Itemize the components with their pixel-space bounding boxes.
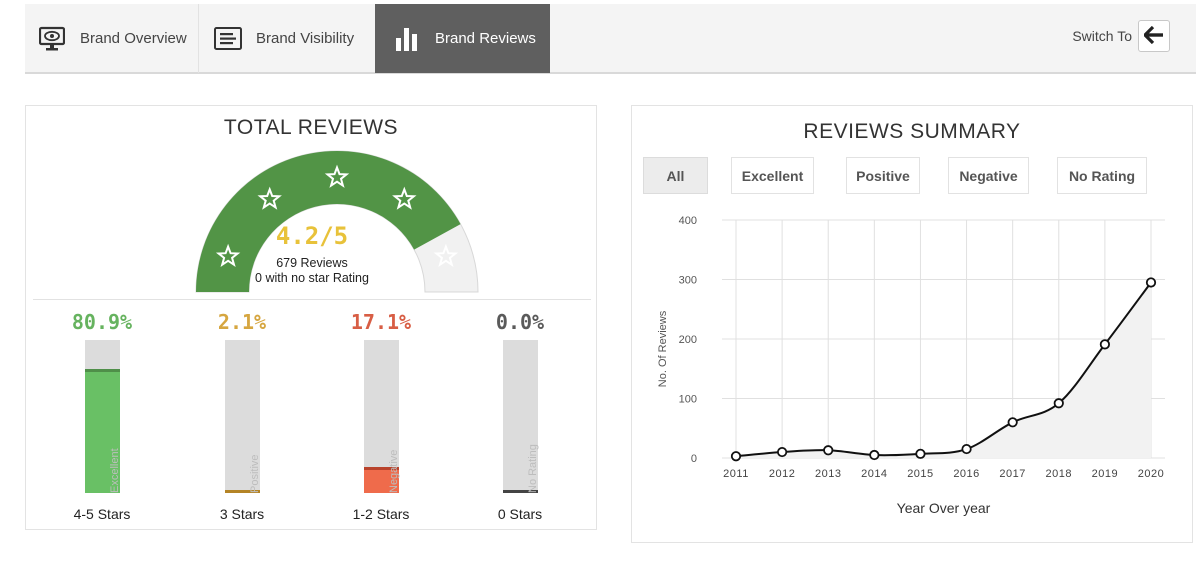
x-tick-label: 2019 bbox=[1092, 468, 1118, 480]
monitor-eye-icon bbox=[38, 25, 66, 53]
switch-to: Switch To bbox=[1072, 20, 1170, 52]
data-point bbox=[777, 446, 788, 458]
filter-excellent-button[interactable]: Excellent bbox=[731, 157, 814, 194]
filter-negative-button[interactable]: Negative bbox=[948, 157, 1029, 194]
data-point bbox=[1145, 277, 1157, 288]
rating-score: 4.2/5 bbox=[275, 222, 349, 250]
bar-positive: 2.1% Positive 3 Stars bbox=[182, 306, 302, 526]
tab-brand-visibility[interactable]: Brand Visibility bbox=[200, 4, 375, 73]
x-axis-title: Year Over year bbox=[897, 500, 991, 516]
star-icon bbox=[433, 243, 459, 268]
x-tick-label: 2018 bbox=[1046, 468, 1072, 480]
switch-to-button[interactable] bbox=[1138, 20, 1170, 52]
rating-gauge bbox=[195, 150, 479, 293]
filter-all-button[interactable]: All bbox=[643, 157, 708, 194]
total-reviews-panel: TOTAL REVIEWS 4.2/5 679 Reviews 0 with n… bbox=[25, 105, 597, 530]
data-point bbox=[730, 451, 742, 462]
y-axis-title: No. Of Reviews bbox=[657, 310, 669, 387]
tab-label: Brand Overview bbox=[80, 30, 187, 47]
tab-brand-reviews[interactable]: Brand Reviews bbox=[375, 4, 550, 73]
data-point bbox=[1099, 339, 1110, 350]
bar-negative: 17.1% Negative 1-2 Stars bbox=[321, 306, 441, 526]
bar-percent: 2.1% bbox=[217, 310, 267, 334]
bar-vertical-label: Positive bbox=[249, 454, 261, 493]
bar-track: Negative bbox=[364, 340, 400, 493]
bar-percent: 17.1% bbox=[350, 310, 412, 334]
bar-fill bbox=[364, 467, 399, 493]
star-icon bbox=[392, 186, 417, 210]
gauge-fill bbox=[196, 151, 461, 292]
x-tick-label: 2020 bbox=[1138, 468, 1164, 480]
star-icon bbox=[215, 243, 241, 268]
reviews-line-chart: 0 100 200 300 400 2011 2012 2013 2014 2015 2016 201… bbox=[657, 215, 1165, 516]
bar-fill bbox=[503, 490, 538, 493]
gauge-stars bbox=[215, 164, 459, 268]
x-tick-label: 2011 bbox=[723, 468, 749, 480]
x-tick-label: 2016 bbox=[953, 468, 979, 480]
divider bbox=[33, 299, 591, 300]
bar-vertical-label: Negative bbox=[388, 449, 400, 493]
x-tick-label: 2014 bbox=[861, 468, 887, 480]
bar-percent: 80.9% bbox=[71, 310, 133, 334]
top-nav-bar: Brand Overview Brand Visibility Brand Re… bbox=[25, 4, 1196, 74]
tab-label: Brand Reviews bbox=[435, 30, 536, 47]
star-icon bbox=[324, 164, 350, 188]
data-point bbox=[1007, 417, 1018, 428]
series-line bbox=[735, 281, 1152, 458]
series-area bbox=[736, 282, 1151, 458]
bar-caption: 0 Stars bbox=[497, 506, 543, 522]
data-point bbox=[823, 445, 834, 456]
panel-title: REVIEWS SUMMARY bbox=[803, 120, 1021, 143]
bar-vertical-label: No Rating bbox=[527, 444, 539, 493]
x-tick-label: 2015 bbox=[907, 468, 933, 480]
tab-label: Brand Visibility bbox=[256, 30, 355, 47]
no-star-count: 0 with no star Rating bbox=[255, 271, 369, 285]
bar-chart-icon bbox=[393, 25, 421, 53]
star-icon bbox=[257, 186, 282, 210]
filter-no-rating-button[interactable]: No Rating bbox=[1057, 157, 1147, 194]
panel-title: TOTAL REVIEWS bbox=[223, 116, 399, 139]
bar-track: Excellent bbox=[85, 340, 121, 493]
y-tick-label: 0 bbox=[691, 453, 697, 465]
x-tick-label: 2013 bbox=[815, 468, 841, 480]
x-tick-label: 2017 bbox=[999, 468, 1025, 480]
bar-percent: 0.0% bbox=[495, 310, 545, 334]
switch-to-label: Switch To bbox=[1072, 28, 1132, 44]
y-tick-label: 400 bbox=[679, 215, 697, 227]
bar-track: No Rating bbox=[503, 340, 539, 493]
y-tick-label: 200 bbox=[679, 334, 697, 346]
tab-brand-overview[interactable]: Brand Overview bbox=[25, 4, 199, 73]
bar-fill bbox=[225, 490, 260, 493]
filter-positive-button[interactable]: Positive bbox=[846, 157, 920, 194]
data-point bbox=[1053, 398, 1064, 409]
arrow-left-icon bbox=[1142, 25, 1164, 47]
bar-caption: 4-5 Stars bbox=[73, 506, 131, 522]
bar-track: Positive bbox=[225, 340, 261, 493]
data-point bbox=[961, 443, 972, 455]
y-tick-label: 300 bbox=[679, 275, 697, 287]
bar-excellent: 80.9% Excellent 4-5 Stars bbox=[42, 306, 162, 526]
y-tick-label: 100 bbox=[679, 394, 697, 406]
bar-caption: 1-2 Stars bbox=[352, 506, 410, 522]
x-tick-label: 2012 bbox=[769, 468, 795, 480]
bar-caption: 3 Stars bbox=[219, 506, 265, 522]
bar-fill bbox=[85, 369, 120, 493]
list-icon bbox=[214, 25, 242, 53]
review-count: 679 Reviews bbox=[276, 256, 348, 270]
reviews-summary-panel: REVIEWS SUMMARY All Excellent Positive N… bbox=[631, 105, 1193, 543]
bar-no-rating: 0.0% No Rating 0 Stars bbox=[460, 306, 580, 526]
data-point bbox=[915, 448, 926, 459]
bar-vertical-label: Excellent bbox=[109, 448, 121, 493]
data-point bbox=[869, 449, 880, 461]
